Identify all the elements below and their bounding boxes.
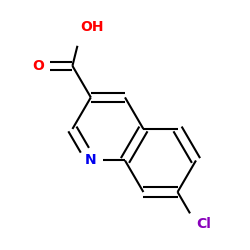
Text: N: N	[86, 154, 96, 168]
Text: O: O	[32, 59, 44, 73]
Text: N: N	[85, 154, 97, 168]
Text: Cl: Cl	[196, 216, 211, 230]
Text: O: O	[33, 59, 44, 73]
Text: Cl: Cl	[196, 216, 209, 230]
Text: OH: OH	[80, 20, 102, 34]
Text: OH: OH	[80, 20, 104, 34]
